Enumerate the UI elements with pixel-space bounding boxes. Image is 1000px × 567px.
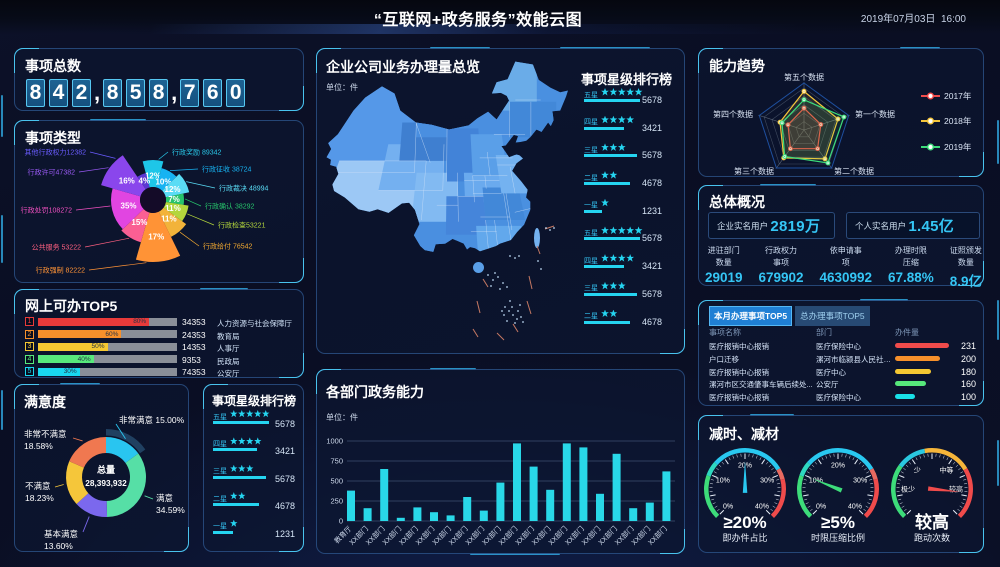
svg-text:2017年: 2017年 [944, 91, 972, 101]
svg-text:少: 少 [914, 467, 921, 475]
svg-text:40%: 40% [848, 503, 862, 510]
svg-text:行政奖励 89342: 行政奖励 89342 [172, 148, 222, 157]
svg-text:0: 0 [339, 517, 343, 526]
svg-text:2019年: 2019年 [944, 142, 972, 152]
svg-text:较高: 较高 [915, 512, 949, 532]
svg-text:10%: 10% [809, 477, 823, 484]
svg-text:基本满意: 基本满意 [44, 529, 78, 539]
svg-text:20%: 20% [831, 463, 845, 470]
svg-text:34.59%: 34.59% [156, 505, 185, 515]
svg-text:35%: 35% [121, 202, 137, 211]
svg-text:中等: 中等 [939, 465, 953, 474]
svg-text:时限压缩比例: 时限压缩比例 [811, 532, 865, 543]
svg-text:不满意: 不满意 [25, 481, 51, 491]
svg-text:行政裁决 48994: 行政裁决 48994 [219, 184, 269, 193]
svg-text:15%: 15% [131, 218, 147, 227]
svg-text:第四个数据: 第四个数据 [713, 109, 753, 119]
svg-text:7%: 7% [168, 195, 180, 204]
svg-text:行政许可47382: 行政许可47382 [28, 168, 76, 177]
svg-text:行政处罚108272: 行政处罚108272 [21, 206, 72, 215]
svg-text:40%: 40% [755, 503, 769, 510]
svg-text:跑动次数: 跑动次数 [914, 532, 950, 543]
svg-text:第二个数据: 第二个数据 [834, 166, 874, 176]
svg-text:500: 500 [330, 477, 343, 486]
svg-text:10%: 10% [155, 177, 171, 186]
svg-text:0%: 0% [816, 503, 826, 510]
svg-text:行政检查53221: 行政检查53221 [218, 221, 266, 230]
svg-text:750: 750 [330, 457, 343, 466]
svg-text:满意: 满意 [156, 493, 173, 503]
svg-text:较高: 较高 [949, 484, 963, 493]
svg-text:非常不满意: 非常不满意 [24, 429, 67, 439]
svg-text:第一个数据: 第一个数据 [855, 109, 895, 119]
svg-text:总量: 总量 [97, 464, 115, 475]
svg-text:第三个数据: 第三个数据 [734, 166, 774, 176]
svg-text:11%: 11% [165, 204, 181, 213]
svg-text:行政给付 76542: 行政给付 76542 [203, 242, 253, 251]
svg-text:17%: 17% [148, 233, 164, 242]
svg-text:30%: 30% [760, 477, 774, 484]
svg-text:非常满意 15.00%: 非常满意 15.00% [119, 415, 185, 425]
svg-text:行政征收 38724: 行政征收 38724 [202, 165, 252, 174]
svg-text:30%: 30% [853, 477, 867, 484]
svg-text:0%: 0% [723, 503, 733, 510]
svg-text:行政强制 82222: 行政强制 82222 [36, 266, 86, 275]
svg-text:10%: 10% [716, 477, 730, 484]
svg-text:18.58%: 18.58% [24, 441, 53, 451]
svg-text:其他行政权力12382: 其他行政权力12382 [25, 148, 87, 157]
svg-text:1000: 1000 [326, 437, 343, 446]
svg-text:250: 250 [330, 497, 343, 506]
svg-text:≥5%: ≥5% [821, 513, 855, 532]
svg-text:极少: 极少 [901, 484, 915, 493]
svg-text:28,393,932: 28,393,932 [85, 478, 127, 488]
svg-text:16%: 16% [119, 176, 135, 185]
svg-text:11%: 11% [161, 214, 177, 223]
svg-text:2018年: 2018年 [944, 116, 972, 126]
svg-text:4%: 4% [139, 176, 151, 185]
svg-text:公共服务 53222: 公共服务 53222 [32, 243, 82, 252]
svg-text:12%: 12% [145, 172, 161, 181]
svg-text:行政确认 38292: 行政确认 38292 [205, 202, 255, 211]
svg-text:≥20%: ≥20% [723, 513, 766, 532]
svg-text:13.60%: 13.60% [44, 541, 73, 551]
svg-text:12%: 12% [165, 185, 181, 194]
svg-text:18.23%: 18.23% [25, 493, 54, 503]
svg-text:即办件占比: 即办件占比 [722, 532, 767, 543]
svg-text:第五个数据: 第五个数据 [784, 72, 824, 82]
svg-text:XX部门: XX部门 [646, 524, 669, 547]
